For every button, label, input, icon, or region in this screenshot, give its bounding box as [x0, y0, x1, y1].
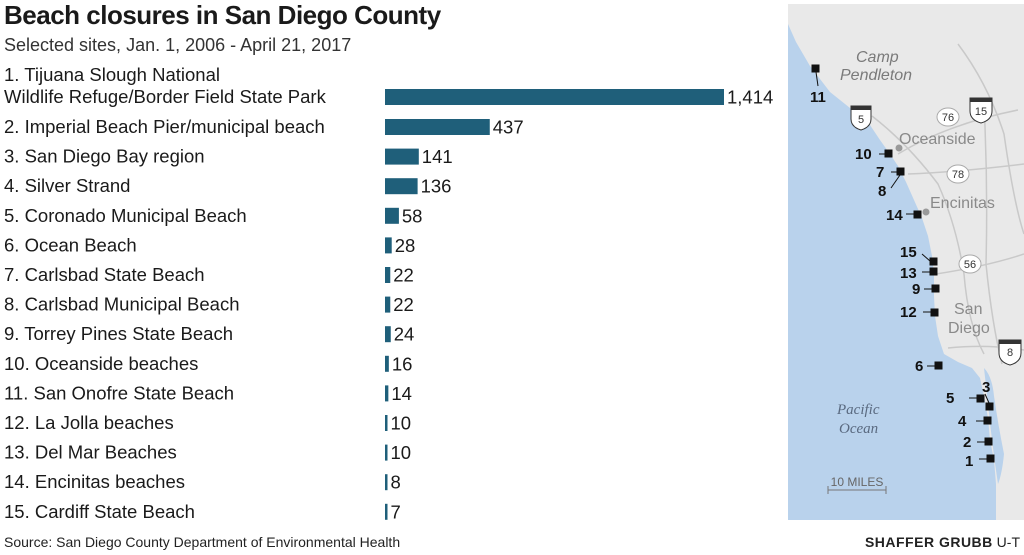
map-bay	[984, 368, 1004, 484]
value-label: 136	[421, 176, 452, 197]
category-label: 1. Tijuana Slough National Wildlife Refug…	[4, 64, 327, 107]
category-label: 11. San Onofre State Beach	[4, 382, 234, 403]
bar	[385, 444, 388, 461]
value-label: 58	[402, 205, 423, 226]
bar	[385, 267, 391, 283]
value-label: 10	[391, 442, 412, 463]
oceanside-city-dot	[895, 144, 903, 152]
map-label-ocean: Ocean	[839, 421, 878, 437]
map-ocean	[788, 24, 996, 520]
site-label-13: 13	[900, 265, 917, 282]
category-label: 7. Carlsbad State Beach	[4, 264, 205, 285]
site-label-1: 1	[965, 453, 973, 470]
bar	[385, 178, 418, 195]
site-label-14: 14	[886, 207, 903, 224]
site-label-10: 10	[855, 146, 872, 163]
chart-subtitle: Selected sites, Jan. 1, 2006 - April 21,…	[4, 35, 352, 55]
category-label: 3. San Diego Bay region	[4, 146, 205, 167]
bar	[385, 503, 388, 520]
site-label-8: 8	[878, 183, 886, 200]
svg-text:15: 15	[975, 106, 987, 118]
category-label: 2. Imperial Beach Pier/municipal beach	[4, 116, 325, 137]
value-label: 10	[391, 413, 412, 434]
category-label: 5. Coronado Municipal Beach	[4, 205, 247, 226]
svg-text:56: 56	[964, 259, 976, 271]
site-label-9: 9	[912, 281, 920, 298]
map-label-pendleton: Pendleton	[840, 67, 912, 84]
value-label: 1,414	[727, 87, 773, 108]
value-label: 24	[394, 324, 415, 345]
svg-text:76: 76	[942, 112, 954, 124]
category-label: 9. Torrey Pines State Beach	[4, 323, 233, 344]
category-label: 8. Carlsbad Municipal Beach	[4, 294, 240, 315]
value-label: 22	[393, 265, 414, 286]
svg-text:5: 5	[858, 114, 864, 126]
bar	[385, 89, 724, 105]
bar	[385, 296, 391, 313]
category-label: 15. Cardiff State Beach	[4, 501, 195, 522]
category-label: 10. Oceanside beaches	[4, 353, 198, 374]
site-label-3: 3	[982, 379, 990, 396]
bar	[385, 119, 490, 135]
encinitas-city-dot	[922, 208, 930, 216]
svg-text:10 MILES: 10 MILES	[831, 475, 884, 489]
map-label-pacific: Pacific	[836, 402, 880, 418]
source-note: Source: San Diego County Department of E…	[4, 534, 401, 550]
highway-shield-i5: 5	[850, 105, 872, 131]
bar	[385, 385, 389, 402]
chart-title: Beach closures in San Diego County	[4, 0, 441, 30]
bar	[385, 148, 419, 165]
svg-text:78: 78	[952, 169, 964, 181]
site-label-2: 2	[963, 434, 971, 451]
site-markers	[811, 64, 995, 463]
category-label: 14. Encinitas beaches	[4, 471, 185, 492]
credit-line: SHAFFER GRUBB U-T	[865, 534, 1020, 550]
credit-name: SHAFFER GRUBB	[864, 534, 993, 550]
value-label: 14	[391, 383, 412, 404]
site-label-4: 4	[958, 413, 967, 430]
value-label: 16	[392, 353, 413, 374]
site-label-15: 15	[900, 244, 917, 261]
svg-text:8: 8	[1007, 347, 1013, 359]
category-label: 13. Del Mar Beaches	[4, 442, 177, 463]
bar	[385, 474, 388, 491]
value-label: 8	[391, 472, 401, 493]
bar-chart: 1. Tijuana Slough National Wildlife Refug…	[4, 64, 773, 522]
site-label-6: 6	[915, 358, 923, 375]
site-label-12: 12	[900, 304, 917, 321]
value-label: 28	[395, 235, 416, 256]
category-label: 4. Silver Strand	[4, 175, 130, 196]
bar	[385, 207, 399, 224]
highway-shield-78: 78	[946, 164, 970, 184]
bar	[385, 415, 388, 431]
map-scale-bar: 10 MILES	[827, 475, 887, 494]
value-label: 22	[393, 294, 414, 315]
bar	[385, 326, 391, 343]
highway-shield-76: 76	[936, 107, 960, 127]
value-label: 7	[391, 501, 401, 522]
map-label-diego: Diego	[948, 320, 990, 337]
highway-shield-i8: 8	[998, 339, 1022, 366]
map-label-encinitas: Encinitas	[930, 195, 995, 212]
site-label-5: 5	[946, 390, 954, 407]
credit-org: U-T	[996, 534, 1020, 550]
category-label: 6. Ocean Beach	[4, 234, 137, 255]
highway-shield-56: 56	[958, 254, 982, 274]
map-label-san: San	[954, 301, 982, 318]
site-label-11: 11	[810, 89, 826, 106]
bar	[385, 237, 392, 254]
bar	[385, 355, 389, 372]
site-label-7: 7	[876, 164, 884, 181]
category-label: 12. La Jolla beaches	[4, 412, 174, 433]
location-map: Camp Pendleton Oceanside Encinitas San D…	[788, 4, 1024, 520]
value-label: 437	[493, 117, 524, 138]
highway-shield-i15: 15	[969, 97, 993, 124]
value-label: 141	[422, 146, 453, 167]
map-label-oceanside: Oceanside	[899, 131, 976, 148]
map-label-camp: Camp	[856, 49, 899, 66]
